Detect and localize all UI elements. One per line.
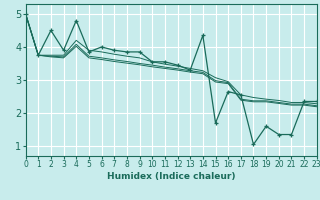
X-axis label: Humidex (Indice chaleur): Humidex (Indice chaleur): [107, 172, 236, 181]
